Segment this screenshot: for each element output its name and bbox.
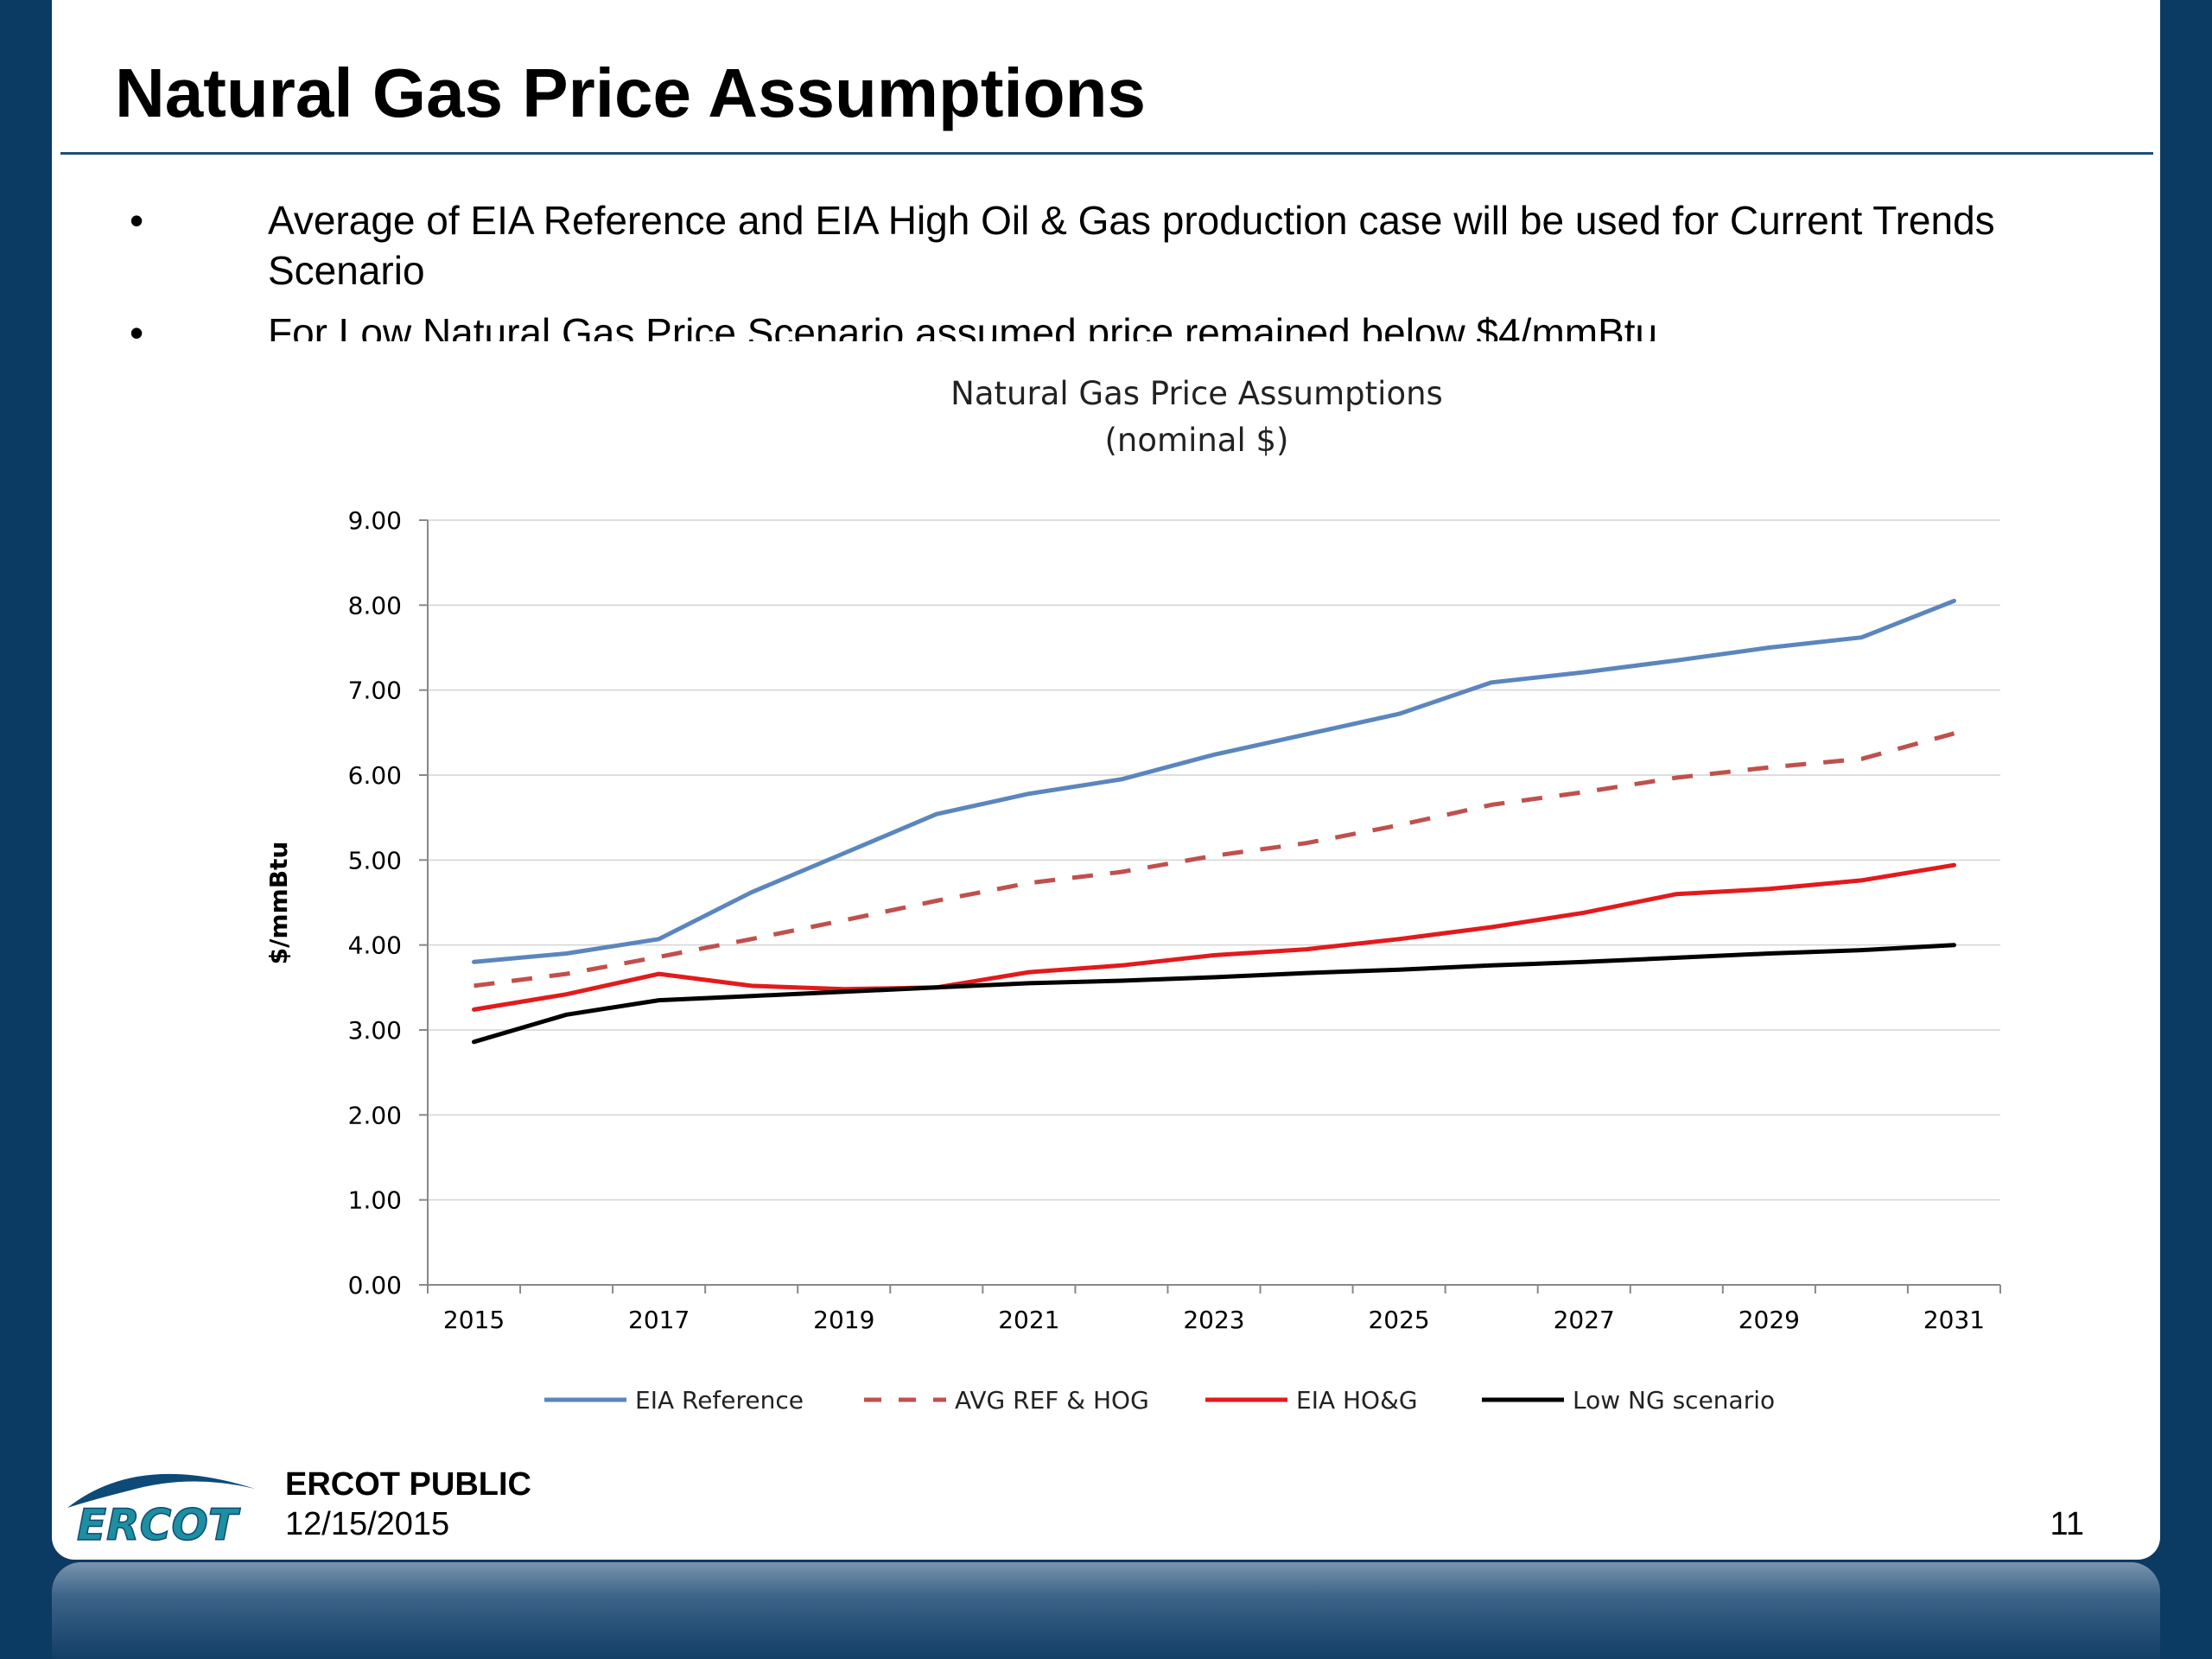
chart-title: Natural Gas Price Assumptions bbox=[950, 375, 1443, 412]
chart: Natural Gas Price Assumptions (nominal $… bbox=[147, 341, 2117, 1430]
y-tick-label: 1.00 bbox=[348, 1186, 402, 1215]
x-tick-label: 2021 bbox=[998, 1306, 1059, 1334]
y-tick-label: 5.00 bbox=[348, 846, 402, 874]
y-tick-label: 2.00 bbox=[348, 1101, 402, 1129]
series-line-eia-reference bbox=[472, 598, 1956, 964]
x-tick-label: 2029 bbox=[1738, 1306, 1800, 1334]
y-tick-label: 8.00 bbox=[348, 591, 402, 620]
x-tick-label: 2019 bbox=[813, 1306, 874, 1334]
slide: Natural Gas Price Assumptions • Average … bbox=[52, 0, 2160, 1560]
y-tick-label: 0.00 bbox=[348, 1271, 402, 1300]
x-tick-label: 2017 bbox=[628, 1306, 690, 1334]
legend-label-eia-ho-g: EIA HO&G bbox=[1296, 1386, 1418, 1414]
bottom-decoration-bar bbox=[52, 1562, 2160, 1659]
bullet-item: • Average of EIA Reference and EIA High … bbox=[130, 195, 2048, 296]
y-axis-label: $/mmBtu bbox=[264, 842, 293, 965]
footer-date: 12/15/2015 bbox=[285, 1506, 450, 1542]
series-line-eia-ho-g bbox=[472, 862, 1956, 1012]
y-tick-label: 4.00 bbox=[348, 931, 402, 960]
y-tick-label: 7.00 bbox=[348, 677, 402, 705]
y-tick-label: 6.00 bbox=[348, 761, 402, 790]
page-title: Natural Gas Price Assumptions bbox=[115, 54, 1146, 131]
bullet-text: Average of EIA Reference and EIA High Oi… bbox=[268, 198, 1995, 293]
legend-label-avg-ref-hog: AVG REF & HOG bbox=[955, 1386, 1149, 1414]
x-tick-label: 2023 bbox=[1183, 1306, 1244, 1334]
bullet-marker: • bbox=[130, 198, 144, 243]
page-number: 11 bbox=[2050, 1506, 2084, 1542]
title-divider bbox=[60, 152, 2153, 155]
x-tick-label: 2027 bbox=[1554, 1306, 1615, 1334]
y-tick-label: 9.00 bbox=[348, 506, 402, 535]
logo-text: ERCOT bbox=[77, 1500, 241, 1547]
x-tick-label: 2031 bbox=[1923, 1306, 1985, 1334]
legend-label-eia-reference: EIA Reference bbox=[635, 1386, 804, 1414]
line-chart: Natural Gas Price Assumptions (nominal $… bbox=[264, 375, 2001, 1414]
x-tick-label: 2015 bbox=[443, 1306, 505, 1334]
logo-swoosh bbox=[67, 1473, 255, 1508]
footer-classification: ERCOT PUBLIC bbox=[285, 1466, 531, 1503]
chart-subtitle: (nominal $) bbox=[1105, 422, 1289, 459]
bullet-marker: • bbox=[130, 310, 144, 355]
legend-label-low-ng-scenario: Low NG scenario bbox=[1573, 1386, 1775, 1414]
series-line-low-ng-scenario bbox=[472, 943, 1956, 1045]
y-tick-label: 3.00 bbox=[348, 1016, 402, 1045]
x-tick-label: 2025 bbox=[1368, 1306, 1429, 1334]
ercot-logo: ERCOT bbox=[67, 1473, 255, 1547]
